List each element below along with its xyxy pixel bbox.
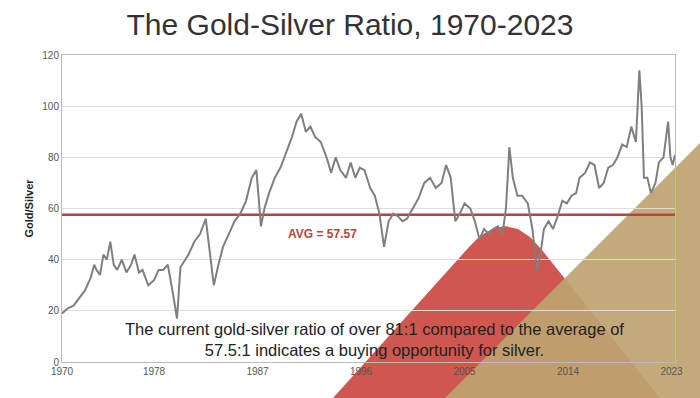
svg-text:20: 20	[48, 305, 60, 316]
svg-text:1987: 1987	[246, 366, 269, 377]
svg-text:120: 120	[42, 50, 59, 61]
svg-text:100: 100	[42, 101, 59, 112]
svg-text:2014: 2014	[557, 366, 580, 377]
svg-text:The Gold-Silver Ratio, 1970-20: The Gold-Silver Ratio, 1970-2023	[127, 8, 574, 41]
svg-text:1978: 1978	[143, 366, 166, 377]
svg-text:0: 0	[53, 357, 59, 368]
svg-text:40: 40	[48, 254, 60, 265]
svg-text:2005: 2005	[453, 366, 476, 377]
svg-text:60: 60	[48, 203, 60, 214]
svg-text:Gold/Silver: Gold/Silver	[23, 179, 35, 238]
svg-text:The current gold-silver ratio: The current gold-silver ratio of over 81…	[125, 320, 624, 359]
svg-text:AVG = 57.57: AVG = 57.57	[288, 227, 357, 241]
svg-text:1996: 1996	[350, 366, 373, 377]
svg-text:80: 80	[48, 152, 60, 163]
svg-text:1970: 1970	[51, 366, 74, 377]
svg-text:2023: 2023	[660, 366, 683, 377]
